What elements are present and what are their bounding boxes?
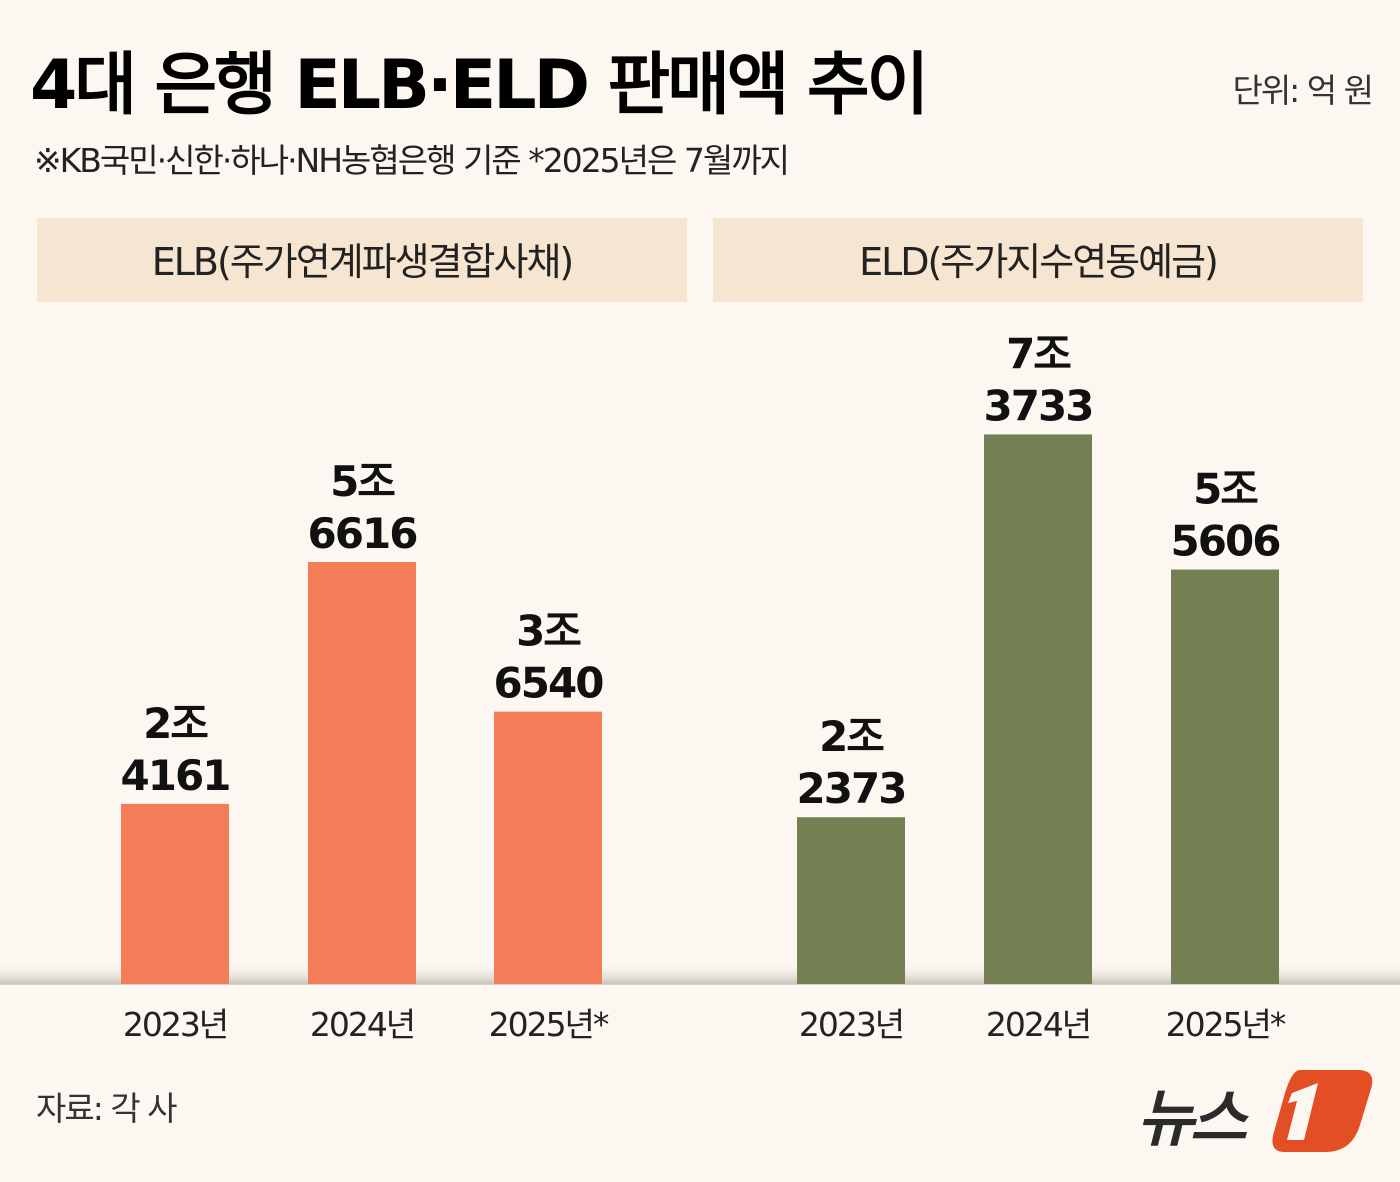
bar [121,803,229,984]
news1-logo: 뉴스 [1137,1070,1373,1155]
data-label: 5조 [330,457,395,506]
eld-panel-header [713,218,1363,302]
data-label: 4161 [121,751,230,800]
x-tick-label: 2024년 [986,1005,1090,1044]
x-tick-label: 2023년 [123,1005,227,1044]
source-note: 자료: 각 사 [36,1089,177,1128]
x-tick-label: 2025년* [1166,1005,1286,1044]
elb-panel-title: ELB(주가연계파생결합사채) [152,240,573,284]
bar [797,817,905,984]
svg-text:뉴스: 뉴스 [1137,1082,1249,1155]
data-label: 7조 [1006,329,1071,378]
data-label: 2조 [143,699,208,748]
x-tick-label: 2023년 [799,1005,903,1044]
eld-panel-title: ELD(주가지수연동예금) [859,240,1217,284]
bar [494,711,602,984]
x-tick-label: 2025년* [489,1005,609,1044]
data-label: 3733 [984,381,1093,430]
data-label: 6540 [494,659,604,708]
unit-label: 단위: 억 원 [1232,71,1372,110]
x-tick-label: 2024년 [310,1005,414,1044]
bar [308,562,416,984]
elb-panel-header [37,218,687,302]
bar [984,434,1092,984]
data-label: 5조 [1193,465,1258,514]
data-label: 5606 [1171,517,1280,566]
bar [1171,569,1279,984]
data-label: 3조 [516,607,581,656]
data-label: 2조 [819,712,884,761]
data-label: 2373 [797,764,906,813]
chart-subtitle: ※KB국민·신한·하나·NH농협은행 기준 *2025년은 7월까지 [34,141,788,180]
data-label: 6616 [308,509,417,558]
chart-title: 4대 은행 ELB·ELD 판매액 추이 [30,46,926,125]
